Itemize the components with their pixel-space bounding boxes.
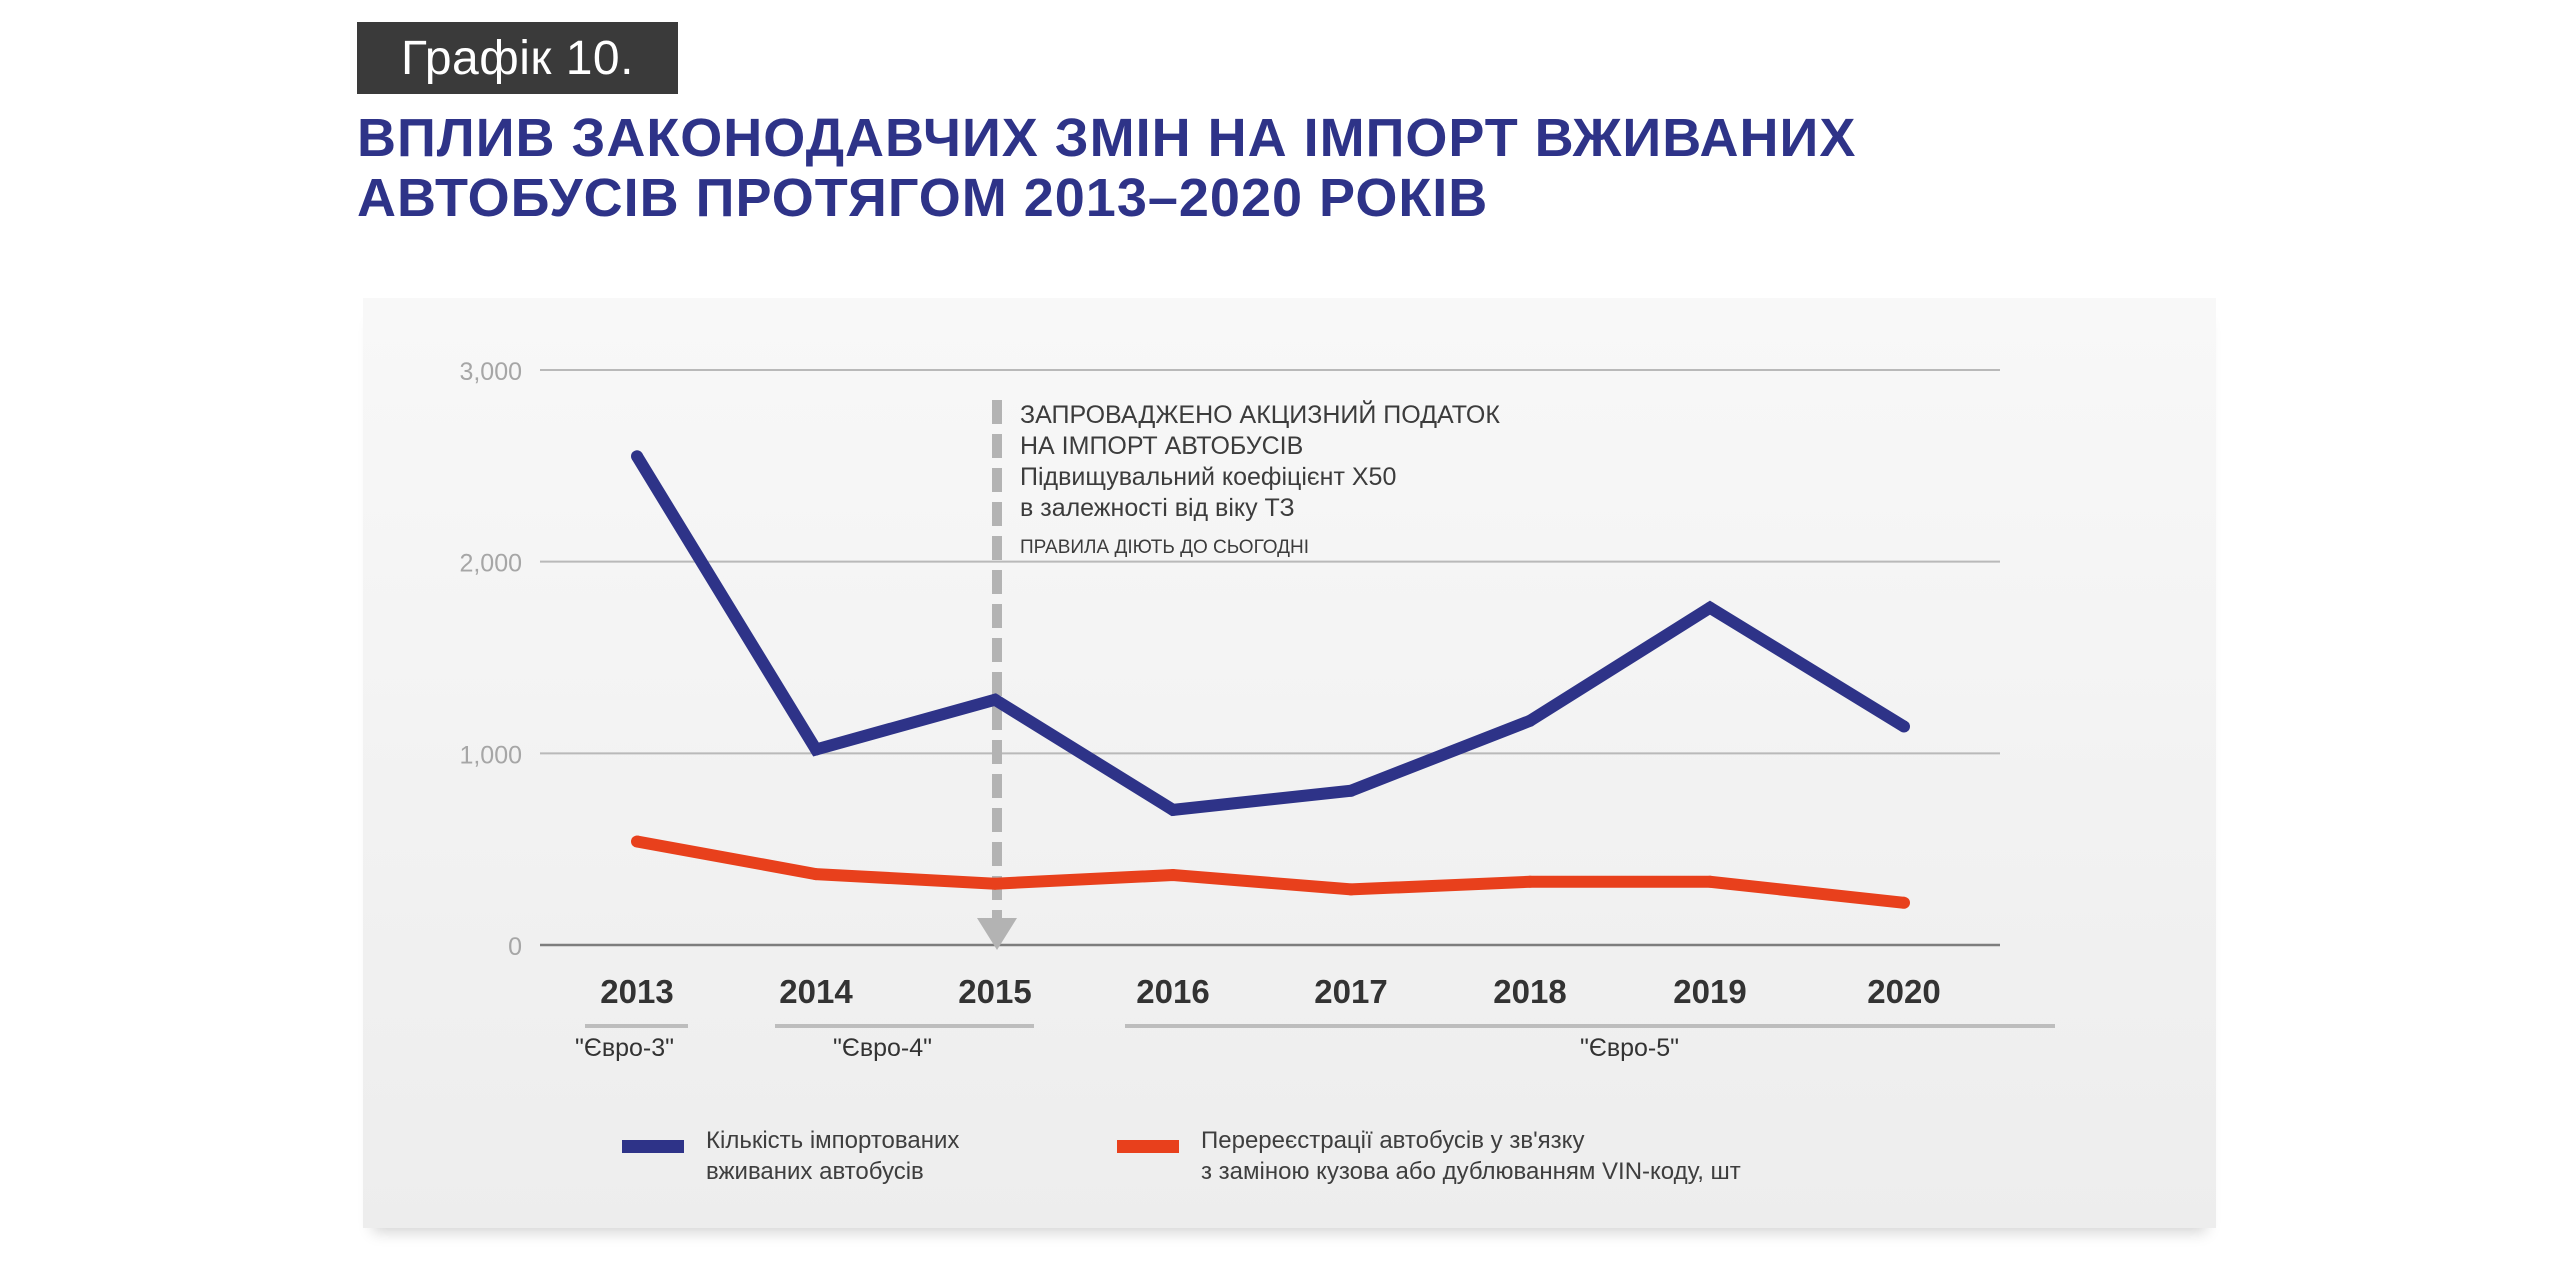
event-marker-arrowhead xyxy=(977,918,1017,950)
x-tick-label: 2015 xyxy=(958,973,1031,1010)
legend-swatch-reregistrations xyxy=(1117,1140,1179,1153)
y-tick-label: 3,000 xyxy=(459,358,522,386)
data-point-reregistrations xyxy=(1345,883,1357,896)
data-point-imports xyxy=(810,743,822,756)
data-point-imports xyxy=(1898,720,1910,733)
data-point-reregistrations xyxy=(1898,896,1910,909)
annotation-line-1: ЗАПРОВАДЖЕНО АКЦИЗНИЙ ПОДАТОК xyxy=(1020,401,1500,429)
x-tick-label: 2019 xyxy=(1673,973,1746,1010)
series-line-reregistrations xyxy=(635,835,1905,909)
data-point-reregistrations xyxy=(1524,875,1536,888)
legend-rereg-line-2: з заміною кузова або дублюванням VIN-код… xyxy=(1201,1158,1741,1185)
chart-panel xyxy=(363,298,2216,1228)
data-point-imports xyxy=(1524,714,1536,727)
chart-number-text: Графік 10. xyxy=(401,31,634,85)
legend-imports-line-1: Кількість імпортованих xyxy=(706,1127,960,1154)
x-tick-label: 2020 xyxy=(1867,973,1940,1010)
x-tick-label: 2018 xyxy=(1493,973,1566,1010)
title-line-2: АВТОБУСІВ ПРОТЯГОМ 2013–2020 РОКІВ xyxy=(357,168,1489,228)
y-tick-label: 2,000 xyxy=(459,550,522,578)
data-point-imports xyxy=(631,450,643,463)
excise-tax-annotation: ЗАПРОВАДЖЕНО АКЦИЗНИЙ ПОДАТОК НА ІМПОРТ … xyxy=(1020,400,1500,563)
y-tick-label: 0 xyxy=(508,933,522,961)
x-tick-label: 2013 xyxy=(600,973,673,1010)
period-label-euro-3: "Євро-3" xyxy=(575,1034,675,1062)
annotation-line-4: в залежності від віку ТЗ xyxy=(1020,494,1295,522)
annotation-line-2: НА ІМПОРТ АВТОБУСІВ xyxy=(1020,432,1304,460)
data-point-reregistrations xyxy=(1167,869,1179,881)
data-point-imports xyxy=(989,693,1001,706)
data-point-imports xyxy=(1704,601,1716,614)
x-tick-label: 2016 xyxy=(1136,973,1209,1010)
x-tick-label: 2017 xyxy=(1314,973,1387,1010)
chart-number-label: Графік 10. xyxy=(357,22,678,94)
period-label-euro-5: "Євро-5" xyxy=(1580,1034,1680,1062)
annotation-line-5: ПРАВИЛА ДІЮТЬ ДО СЬОГОДНІ xyxy=(1020,537,1310,558)
data-point-reregistrations xyxy=(810,868,822,881)
data-point-imports xyxy=(1345,784,1357,797)
legend-rereg-line-1: Перереєстрації автобусів у зв'язку xyxy=(1201,1127,1585,1154)
data-point-reregistrations xyxy=(989,877,1001,890)
legend-imports-line-2: вживаних автобусів xyxy=(706,1158,924,1185)
data-point-reregistrations xyxy=(631,835,643,848)
data-point-imports xyxy=(1167,803,1179,816)
y-tick-label: 1,000 xyxy=(459,741,522,769)
legend-item-reregistrations: Перереєстрації автобусів у зв'язку з зам… xyxy=(1117,1125,1741,1187)
legend-swatch-imports xyxy=(622,1140,684,1153)
data-point-reregistrations xyxy=(1704,875,1716,888)
title-line-1: ВПЛИВ ЗАКОНОДАВЧИХ ЗМІН НА ІМПОРТ ВЖИВАН… xyxy=(357,108,1857,168)
x-tick-label: 2014 xyxy=(779,973,853,1010)
annotation-line-3: Підвищувальний коефіцієнт Х50 xyxy=(1020,463,1397,491)
legend-item-imports: Кількість імпортованих вживаних автобусі… xyxy=(622,1125,959,1187)
series-line-imports xyxy=(631,453,1908,817)
chart-title: ВПЛИВ ЗАКОНОДАВЧИХ ЗМІН НА ІМПОРТ ВЖИВАН… xyxy=(357,108,1856,228)
period-label-euro-4: "Євро-4" xyxy=(833,1034,933,1062)
